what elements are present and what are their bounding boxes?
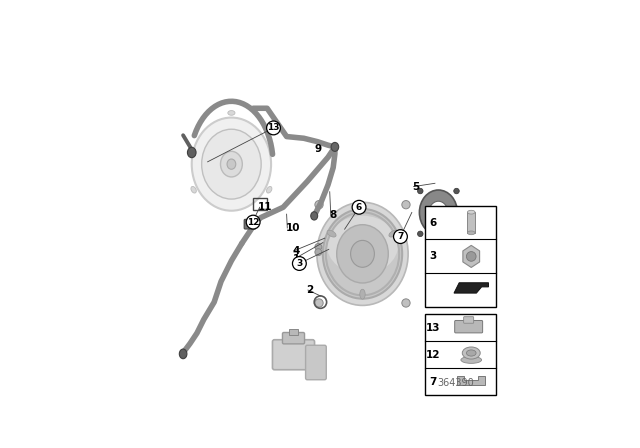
- Circle shape: [292, 257, 307, 271]
- FancyBboxPatch shape: [244, 220, 256, 229]
- Text: 12: 12: [426, 350, 440, 360]
- Circle shape: [467, 252, 476, 261]
- Ellipse shape: [323, 209, 402, 299]
- Ellipse shape: [351, 241, 374, 267]
- Circle shape: [417, 231, 423, 237]
- FancyBboxPatch shape: [463, 317, 474, 323]
- Bar: [425, 206, 496, 307]
- Ellipse shape: [327, 216, 398, 274]
- Text: 12: 12: [247, 218, 259, 227]
- Text: 364390: 364390: [437, 378, 474, 388]
- Ellipse shape: [419, 190, 458, 235]
- Text: 6: 6: [356, 203, 362, 212]
- Ellipse shape: [227, 159, 236, 169]
- Text: 13: 13: [268, 124, 280, 133]
- Text: 3: 3: [296, 259, 303, 268]
- Ellipse shape: [221, 151, 243, 177]
- Ellipse shape: [192, 117, 271, 211]
- Ellipse shape: [202, 129, 261, 199]
- Circle shape: [454, 231, 460, 237]
- Ellipse shape: [360, 289, 365, 299]
- Ellipse shape: [467, 350, 476, 356]
- Ellipse shape: [327, 230, 336, 237]
- Text: 6: 6: [429, 217, 436, 228]
- Text: 5: 5: [412, 181, 419, 192]
- Ellipse shape: [179, 349, 187, 359]
- Circle shape: [315, 299, 323, 307]
- Bar: [425, 314, 496, 395]
- Ellipse shape: [461, 357, 481, 363]
- Text: 7: 7: [397, 232, 404, 241]
- Text: 13: 13: [426, 323, 440, 333]
- Text: 4: 4: [292, 246, 300, 256]
- Ellipse shape: [467, 210, 475, 214]
- Ellipse shape: [389, 230, 398, 237]
- Bar: [467, 212, 475, 233]
- Ellipse shape: [266, 186, 272, 193]
- Ellipse shape: [191, 186, 196, 193]
- FancyBboxPatch shape: [454, 320, 483, 333]
- Polygon shape: [463, 246, 479, 267]
- Circle shape: [267, 121, 280, 135]
- Text: 9: 9: [314, 144, 321, 154]
- Polygon shape: [458, 375, 485, 384]
- Ellipse shape: [462, 347, 480, 359]
- Polygon shape: [454, 283, 488, 293]
- FancyBboxPatch shape: [305, 345, 326, 380]
- Circle shape: [315, 244, 322, 250]
- Circle shape: [246, 215, 260, 229]
- Text: 11: 11: [258, 202, 273, 212]
- Text: 8: 8: [329, 210, 336, 220]
- Circle shape: [417, 188, 423, 194]
- Text: 7: 7: [429, 377, 436, 387]
- Text: 3: 3: [429, 251, 436, 262]
- Ellipse shape: [429, 201, 448, 224]
- FancyBboxPatch shape: [282, 332, 305, 344]
- Ellipse shape: [311, 212, 317, 220]
- Circle shape: [394, 230, 407, 244]
- Ellipse shape: [317, 202, 408, 306]
- Bar: [289, 329, 298, 335]
- Ellipse shape: [467, 231, 475, 235]
- Circle shape: [402, 299, 410, 307]
- Circle shape: [454, 188, 460, 194]
- FancyBboxPatch shape: [273, 340, 314, 370]
- Circle shape: [315, 201, 323, 209]
- Circle shape: [402, 201, 410, 209]
- Ellipse shape: [228, 111, 235, 115]
- Ellipse shape: [337, 225, 388, 283]
- Ellipse shape: [331, 142, 339, 151]
- Text: 2: 2: [307, 285, 314, 295]
- Circle shape: [315, 249, 322, 255]
- Text: 10: 10: [285, 223, 300, 233]
- Text: 1: 1: [292, 254, 300, 264]
- Ellipse shape: [188, 147, 196, 158]
- Circle shape: [352, 200, 366, 214]
